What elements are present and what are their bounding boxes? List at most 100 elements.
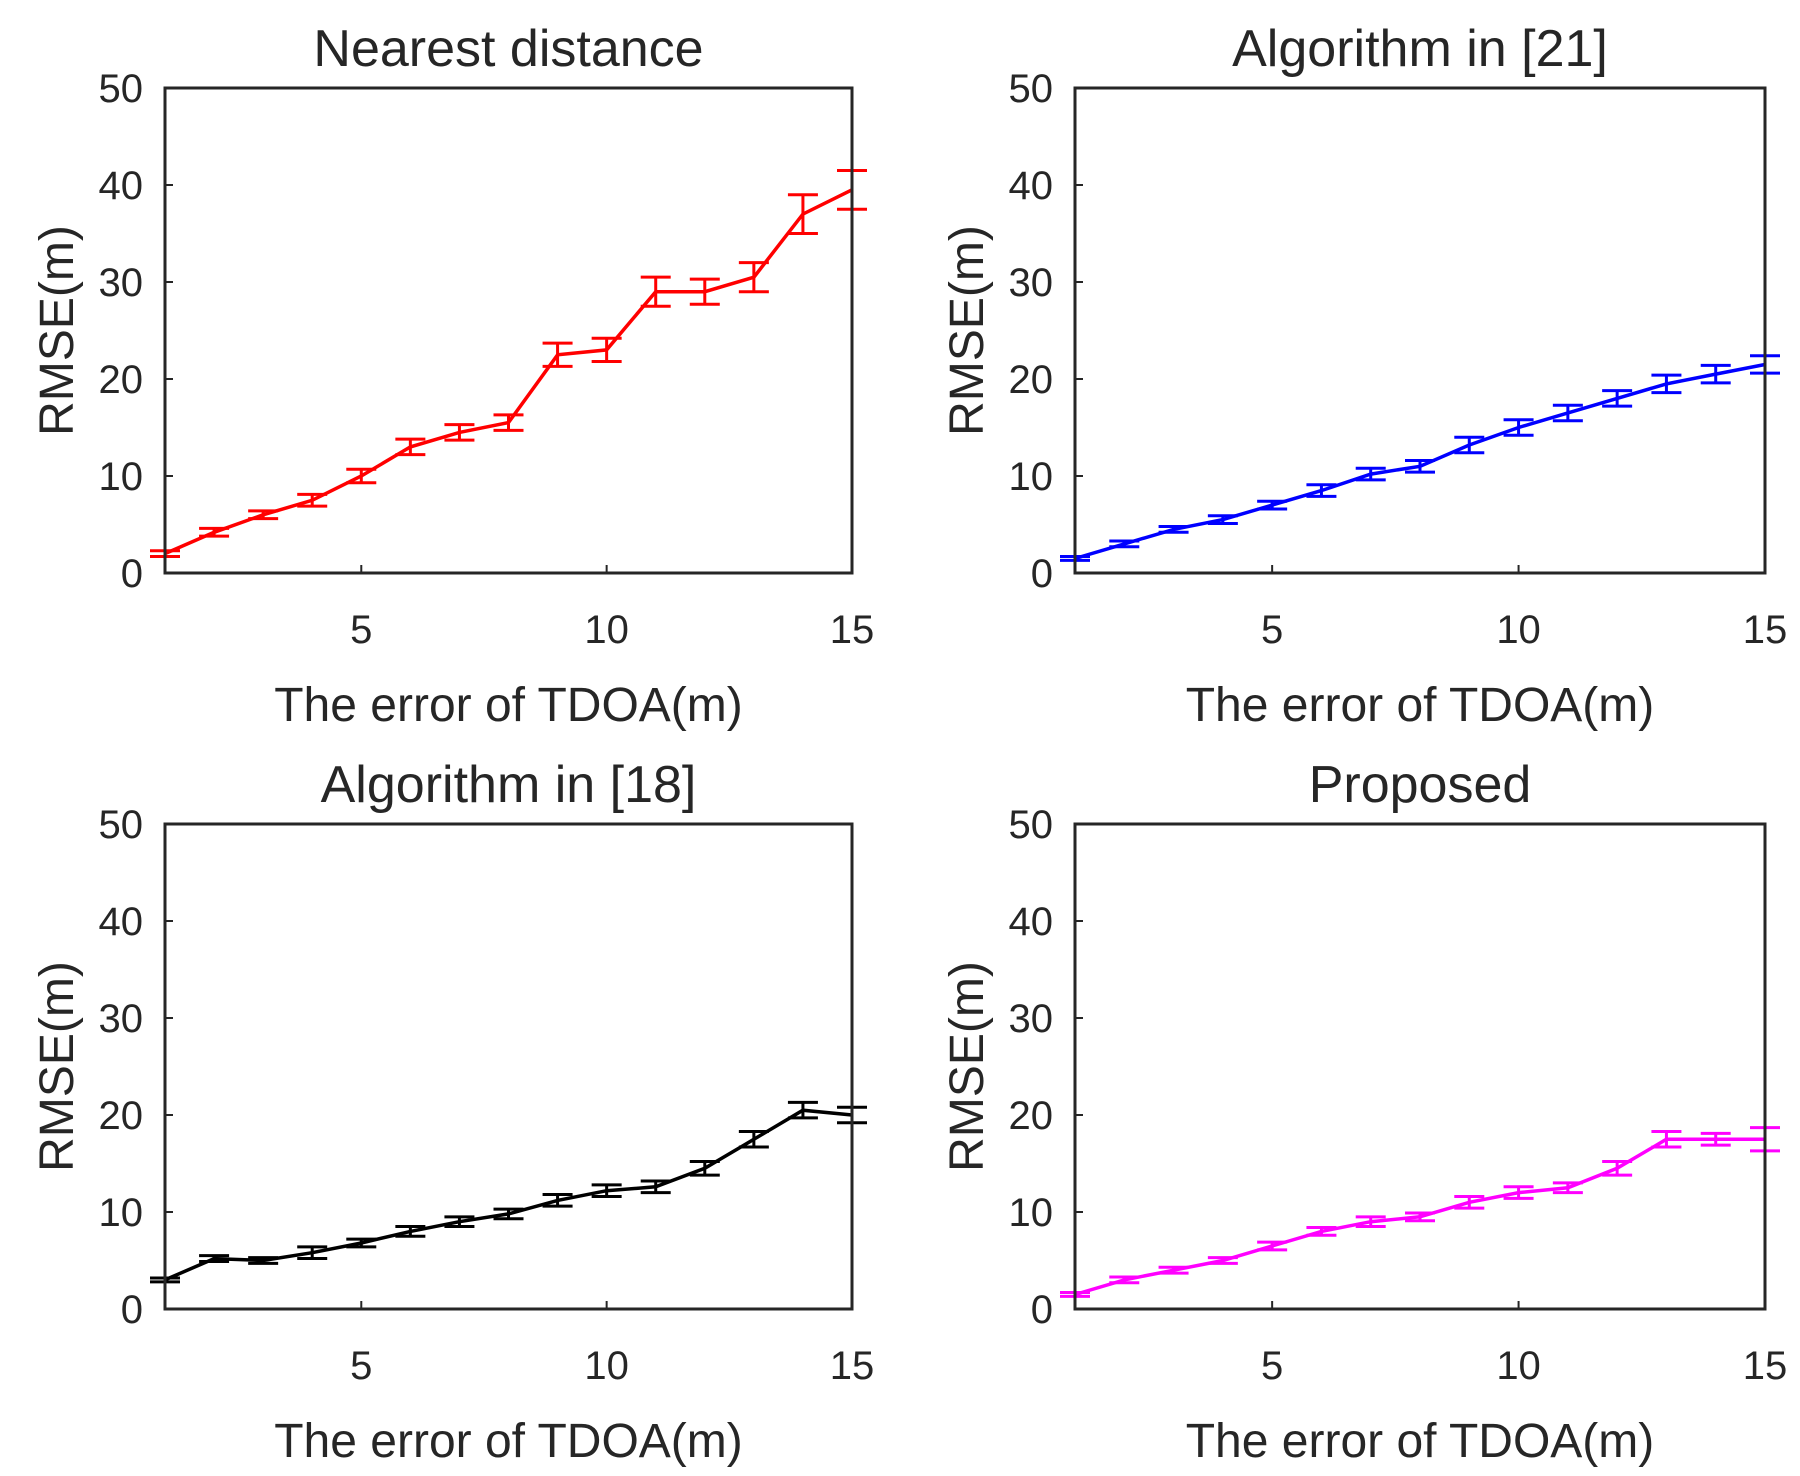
- y-tick-label-50: 50: [99, 67, 144, 111]
- chart-title: Algorithm in [18]: [321, 756, 697, 814]
- y-tick-label-0: 0: [121, 1288, 143, 1332]
- error-bar-x10: [1503, 1185, 1534, 1200]
- error-bar-x12: [689, 277, 720, 306]
- error-bar-x11: [1552, 403, 1583, 423]
- error-bar-x11: [1552, 1181, 1583, 1195]
- error-bar-x9: [542, 1193, 573, 1208]
- y-tick-label-50: 50: [1009, 67, 1054, 111]
- x-axis-label: The error of TDOA(m): [274, 679, 743, 732]
- x-tick-label-5: 5: [1261, 1344, 1283, 1388]
- error-bar-x6: [395, 437, 426, 457]
- chart-title: Nearest distance: [313, 20, 703, 78]
- error-bar-x5: [1257, 499, 1288, 511]
- x-tick-label-10: 10: [584, 1344, 629, 1388]
- y-tick-label-20: 20: [99, 358, 144, 402]
- error-bar-x7: [1355, 1215, 1386, 1229]
- error-bar-x8: [1405, 1211, 1435, 1223]
- error-bar-x7: [1355, 466, 1386, 482]
- error-bar-x9: [542, 341, 573, 368]
- error-bar-x3: [1158, 524, 1189, 534]
- y-tick-label-10: 10: [1009, 455, 1054, 499]
- y-tick-label-0: 0: [1031, 1288, 1053, 1332]
- x-tick-label-15: 15: [830, 1344, 875, 1388]
- panel-algorithm-21: Algorithm in [21] 0 10 20 30 40 50 5 10 15 The err…: [941, 20, 1787, 732]
- x-tick-label-5: 5: [1261, 608, 1283, 652]
- panel-algorithm-18: Algorithm in [18] 0 10 20 30 40 50 5 10 15 The err…: [31, 756, 874, 1468]
- y-tick-label-30: 30: [99, 997, 144, 1041]
- error-bar-x4: [297, 492, 328, 508]
- error-bar-x10: [591, 1183, 622, 1198]
- error-bar-x2: [199, 1254, 230, 1263]
- error-bar-x4: [297, 1245, 328, 1261]
- y-tick-label-30: 30: [1009, 261, 1054, 305]
- error-bar-x12: [689, 1160, 720, 1177]
- y-tick-label-40: 40: [1009, 164, 1054, 208]
- error-bar-x8: [493, 1207, 524, 1221]
- chart-title: Proposed: [1309, 756, 1532, 814]
- error-bar-x3: [1158, 1265, 1189, 1275]
- error-bar-x5: [346, 1237, 377, 1249]
- chart-title: Algorithm in [21]: [1232, 20, 1608, 78]
- y-tick-label-50: 50: [1009, 803, 1054, 847]
- plot-frame: [1073, 822, 1767, 1311]
- error-bar-x11: [640, 275, 671, 308]
- x-tick-label-15: 15: [830, 608, 875, 652]
- error-bar-x12: [1602, 389, 1633, 408]
- panel-nearest-distance: Nearest distance 0 10 20 30 40 50 5 10 15 The erro…: [31, 20, 874, 732]
- error-bar-x6: [1306, 483, 1337, 498]
- error-bar-x6: [1306, 1226, 1337, 1237]
- error-bar-x14: [787, 193, 818, 235]
- y-axis-label: RMSE(m): [941, 225, 994, 436]
- y-tick-label-0: 0: [1031, 552, 1053, 596]
- x-tick-label-10: 10: [1496, 608, 1541, 652]
- series-line-nearest-distance: [164, 188, 853, 556]
- x-tick-label-5: 5: [350, 608, 372, 652]
- y-tick-label-0: 0: [121, 552, 143, 596]
- error-bar-x5: [1257, 1240, 1288, 1252]
- x-axis-label: The error of TDOA(m): [274, 1415, 743, 1468]
- error-bar-x2: [1109, 1275, 1140, 1285]
- y-tick-label-10: 10: [99, 455, 144, 499]
- y-tick-label-30: 30: [1009, 997, 1054, 1041]
- plot-frame: [163, 822, 854, 1311]
- error-bar-x14: [1700, 363, 1731, 385]
- x-tick-label-15: 15: [1743, 608, 1788, 652]
- error-bar-x2: [1109, 539, 1140, 549]
- y-tick-label-20: 20: [1009, 1094, 1054, 1138]
- error-bar-x8: [1405, 458, 1435, 474]
- error-bar-x13: [738, 1129, 769, 1149]
- y-tick-label-10: 10: [99, 1191, 144, 1235]
- y-tick-label-50: 50: [99, 803, 144, 847]
- y-axis-label: RMSE(m): [31, 225, 84, 436]
- x-tick-label-5: 5: [350, 1344, 372, 1388]
- error-bar-x14: [787, 1100, 818, 1120]
- panel-proposed: Proposed 0 10 20 30 40 50 5 10 15 The error of TDO…: [941, 756, 1787, 1468]
- error-bar-x14: [1700, 1131, 1731, 1147]
- error-bar-x3: [248, 1256, 279, 1265]
- error-bar-x12: [1602, 1160, 1633, 1177]
- plot-frame: [163, 86, 854, 575]
- error-bar-x7: [444, 423, 475, 442]
- x-tick-label-10: 10: [1496, 1344, 1541, 1388]
- x-tick-label-10: 10: [584, 608, 629, 652]
- error-bar-x9: [1454, 1194, 1485, 1210]
- error-bar-x3: [248, 509, 279, 521]
- y-axis-label: RMSE(m): [941, 961, 994, 1172]
- error-bar-x10: [1503, 418, 1534, 437]
- y-tick-label-20: 20: [1009, 358, 1054, 402]
- error-bar-x2: [199, 526, 230, 538]
- x-axis-label: The error of TDOA(m): [1186, 1415, 1655, 1468]
- error-bar-x13: [1651, 373, 1682, 395]
- error-bar-x6: [395, 1225, 426, 1238]
- y-tick-label-30: 30: [99, 261, 144, 305]
- x-axis-label: The error of TDOA(m): [1186, 679, 1655, 732]
- error-bar-x8: [493, 413, 524, 432]
- y-tick-label-40: 40: [1009, 900, 1054, 944]
- error-bar-x4: [1207, 514, 1238, 526]
- series-line-algorithm-in-18: [164, 1108, 853, 1282]
- error-bar-x13: [738, 261, 769, 294]
- x-tick-label-15: 15: [1743, 1344, 1788, 1388]
- error-bar-x10: [591, 336, 622, 364]
- error-bar-x13: [1651, 1129, 1682, 1149]
